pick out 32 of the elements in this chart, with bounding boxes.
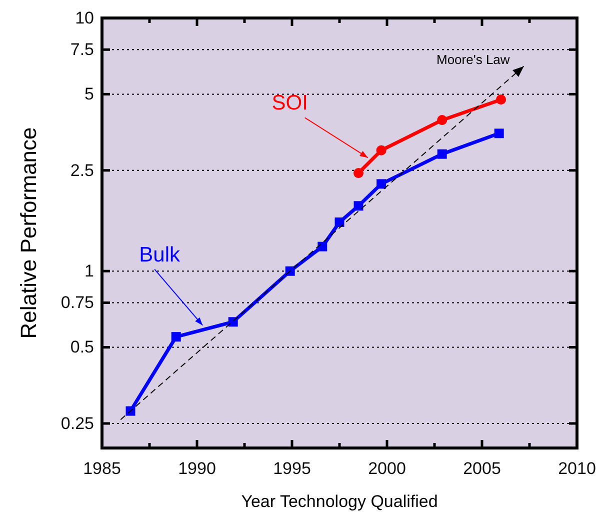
y-tick-label: 0.75 <box>60 293 94 312</box>
y-tick-label: 10 <box>75 8 94 28</box>
point <box>496 94 506 105</box>
point <box>376 145 386 156</box>
point <box>437 149 447 159</box>
x-tick-label: 2005 <box>463 459 501 478</box>
x-tick-label: 2010 <box>558 459 596 478</box>
point <box>285 266 295 276</box>
point <box>318 242 328 252</box>
point <box>353 168 364 178</box>
y-tick-label: 0.25 <box>60 414 94 433</box>
x-tick-label: 1985 <box>83 459 121 478</box>
text: SOI <box>272 92 308 115</box>
y-tick-label: 0.5 <box>70 338 94 357</box>
x-axis-title: Year Technology Qualified <box>241 492 438 511</box>
point <box>376 179 386 189</box>
point <box>334 217 344 227</box>
y-axis-title: Relative Performance <box>16 127 41 339</box>
point <box>437 115 448 126</box>
x-tick-label: 1995 <box>273 459 311 478</box>
point <box>171 332 181 342</box>
y-tick-label: 5 <box>84 84 94 104</box>
x-tick-label: 1990 <box>178 459 216 478</box>
point <box>494 128 504 138</box>
annotation: Moore's Law <box>436 52 510 68</box>
point <box>228 317 238 327</box>
y-tick-label: 7.5 <box>70 40 94 60</box>
y-tick-label: 1 <box>84 262 94 281</box>
x-tick-label: 2000 <box>368 459 406 478</box>
text: Bulk <box>139 243 181 266</box>
point <box>354 201 364 211</box>
y-tick-label: 2.5 <box>70 160 94 180</box>
